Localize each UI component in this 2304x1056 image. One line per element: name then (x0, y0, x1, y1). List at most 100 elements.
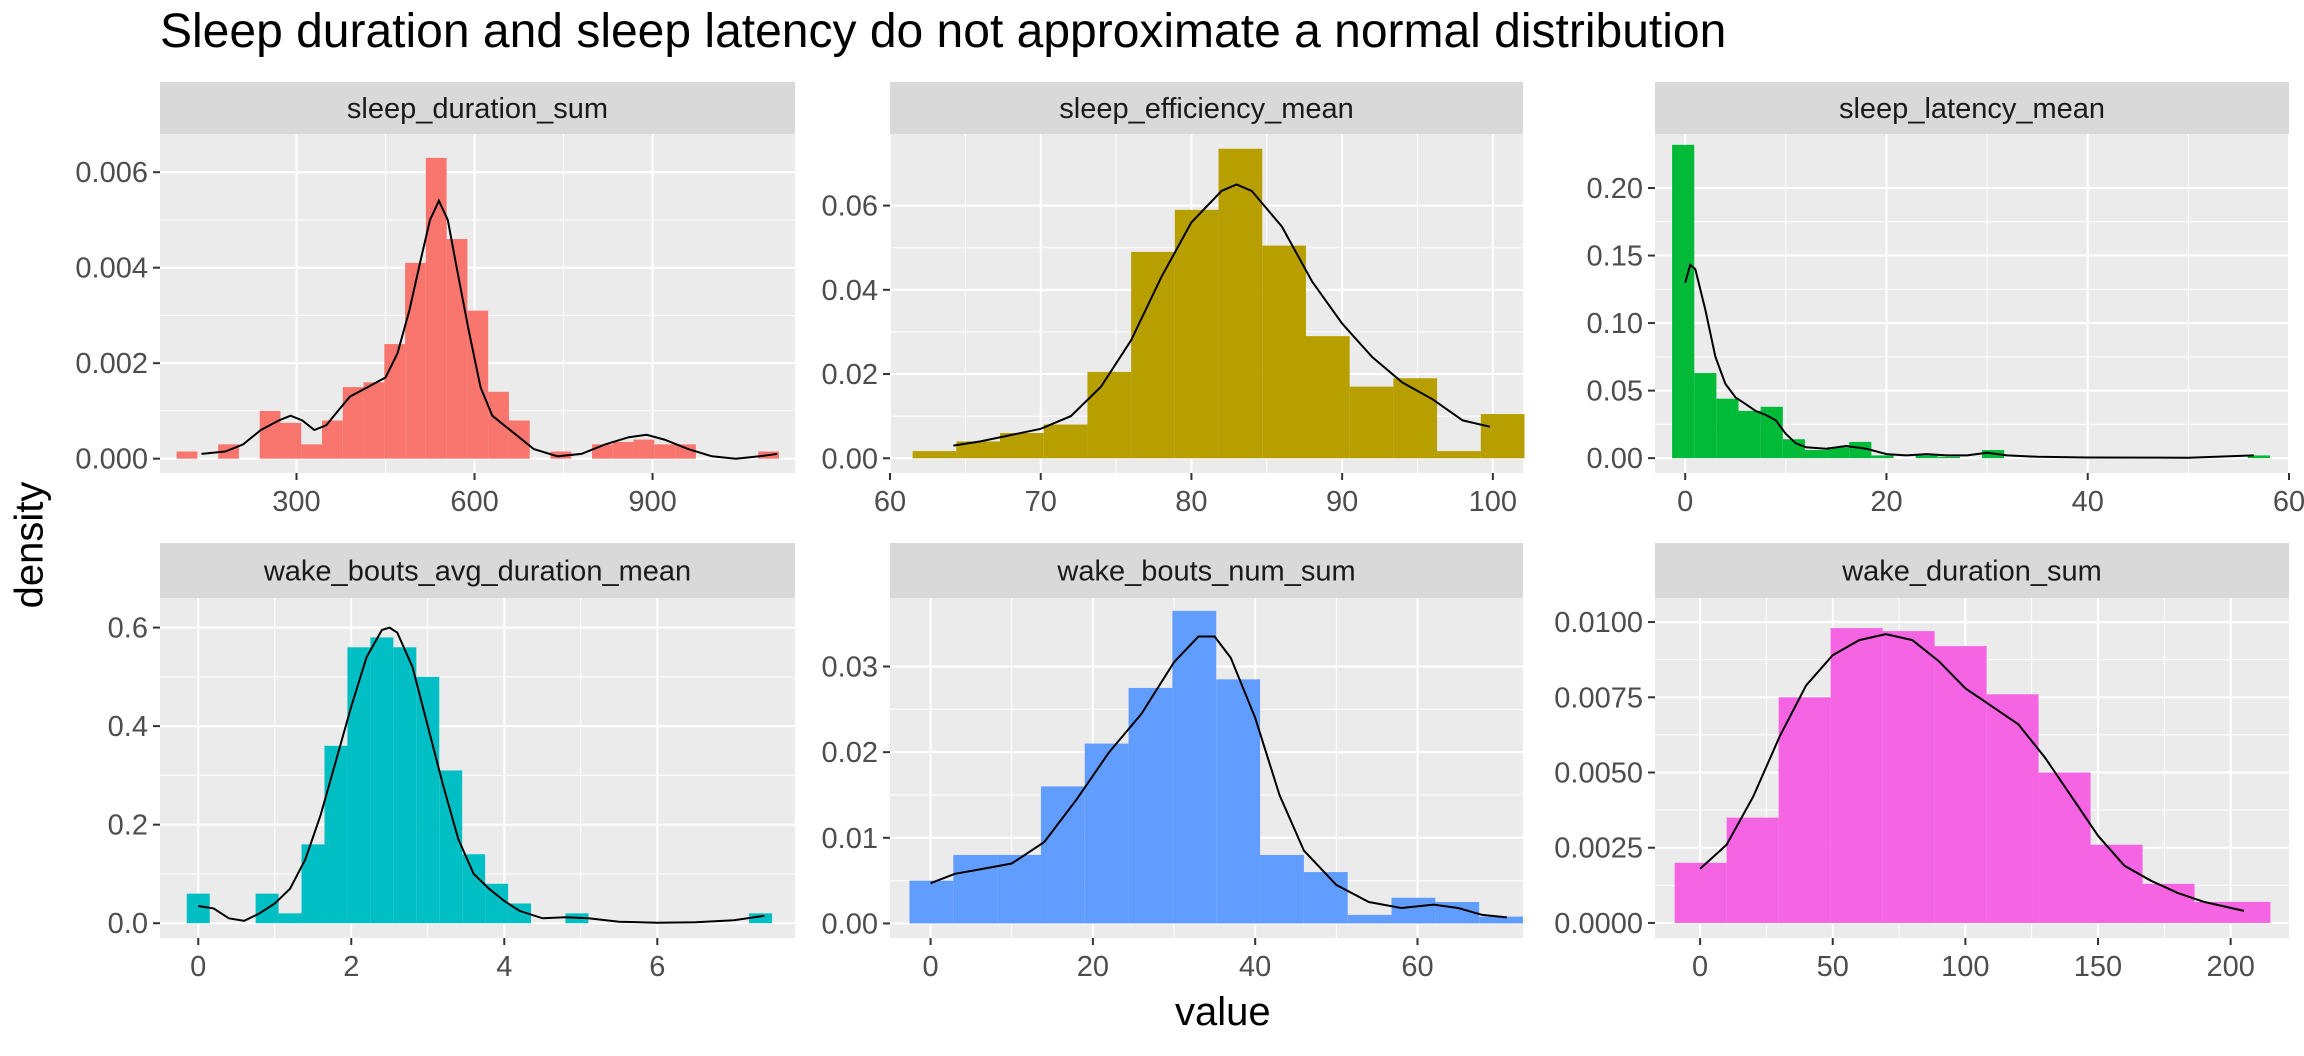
histogram-bar (1830, 628, 1883, 923)
x-tick-label: 20 (1077, 951, 1109, 983)
y-tick-label: 0.0000 (1554, 908, 1643, 940)
histogram-bar (909, 880, 954, 924)
histogram-bar (278, 913, 302, 924)
histogram-bar (384, 344, 406, 459)
histogram-bar (347, 647, 371, 924)
histogram-bar (1128, 687, 1173, 924)
density-line (1684, 263, 2254, 459)
histogram-bar (1391, 897, 1436, 924)
y-tick-label: 0.6 (108, 613, 148, 645)
histogram-bar (749, 913, 773, 924)
facet-strip (890, 543, 1523, 598)
histogram-bar (1937, 456, 1960, 459)
histogram-bar (1218, 148, 1263, 459)
facet-wake_bouts_num_sum: wake_bouts_num_sum 0 20 40 60 0.00 0.01 0.02 0.0… (822, 543, 1523, 983)
histogram-bar (508, 420, 530, 459)
histogram-bar (342, 387, 364, 459)
x-tick-label: 60 (2273, 486, 2304, 518)
y-tick-label: 0.2 (108, 810, 148, 842)
histogram-bar (1760, 406, 1783, 459)
y-tick-label: 0.0075 (1554, 682, 1643, 714)
density-line (930, 635, 1507, 919)
facet-strip (1655, 543, 2289, 598)
y-tick-label: 0.006 (75, 157, 148, 189)
x-tick-label: 100 (1941, 951, 1989, 983)
histogram-bar (1986, 694, 2039, 923)
histogram-bar (1087, 371, 1132, 459)
y-axis-label: density (7, 481, 52, 609)
x-tick-label: 900 (628, 486, 676, 518)
histogram-bar (956, 441, 1001, 459)
histogram-bar (1849, 441, 1872, 459)
x-tick-label: 90 (1326, 486, 1358, 518)
histogram-bar (1000, 432, 1044, 459)
histogram-bar (912, 451, 957, 459)
x-tick-label: 150 (2074, 951, 2122, 983)
histogram-bar (2142, 883, 2195, 923)
y-tick-label: 0.002 (75, 348, 148, 380)
histogram-bar (1915, 455, 1938, 459)
histogram-bar (2246, 901, 2271, 923)
y-tick-label: 0.05 (1587, 376, 1643, 408)
histogram-bar (1871, 455, 1894, 459)
x-tick-label: 70 (1025, 486, 1057, 518)
histogram-bar (633, 439, 655, 459)
histogram-bar (1672, 144, 1695, 459)
y-tick-label: 0.0100 (1554, 607, 1643, 639)
histogram-bar (1305, 336, 1350, 459)
x-tick-label: 2 (343, 951, 359, 983)
facet-wake_bouts_avg_duration_mean: wake_bouts_avg_duration_mean 0 2 4 6 0.0 0.2 0.… (108, 543, 795, 983)
histogram-bar (508, 903, 532, 924)
histogram-bar (612, 441, 634, 459)
y-tick-label: 0.02 (822, 359, 878, 391)
histogram-bar (1726, 817, 1779, 923)
density-line (1699, 633, 2245, 912)
y-tick-label: 0.4 (108, 711, 148, 743)
histogram-bar (953, 854, 998, 924)
facet-strip (160, 82, 795, 134)
x-tick-label: 40 (1239, 951, 1271, 983)
histogram-bar (405, 262, 426, 459)
histogram-bar (1262, 245, 1306, 459)
histogram-bar (416, 676, 440, 924)
histogram-bar (1303, 872, 1348, 924)
y-tick-label: 0.004 (75, 253, 148, 285)
y-tick-label: 0.01 (822, 823, 878, 855)
x-tick-label: 0 (190, 951, 206, 983)
y-tick-label: 0.02 (822, 737, 878, 769)
histogram-bar (1882, 631, 1935, 923)
facet-sleep_efficiency_mean: sleep_efficiency_mean 60 70 80 90 100 0.00 0.02… (822, 82, 1525, 518)
histogram-bar (1480, 414, 1525, 459)
histogram-bar (1349, 386, 1394, 459)
facet-sleep_latency_mean: sleep_latency_mean 0 20 40 60 0.00 0.05 0.10 0.1… (1587, 82, 2304, 518)
y-tick-label: 0.15 (1587, 241, 1643, 273)
x-tick-label: 600 (450, 486, 498, 518)
facet-strip-label: wake_bouts_avg_duration_mean (263, 556, 691, 588)
x-tick-label: 4 (496, 951, 512, 983)
histogram-bar (324, 745, 348, 924)
facet-strip-label: sleep_latency_mean (1839, 93, 2105, 125)
x-tick-label: 0 (1692, 951, 1708, 983)
y-tick-label: 0.10 (1587, 308, 1643, 340)
histogram-bar (425, 157, 447, 459)
histogram-bar (2194, 901, 2247, 923)
density-line (953, 183, 1491, 447)
facet-strip-label: wake_bouts_num_sum (1056, 556, 1355, 588)
y-tick-label: 0.0025 (1554, 833, 1643, 865)
y-tick-label: 0.03 (822, 652, 878, 684)
histogram-bar (488, 391, 509, 459)
histogram-bar (1172, 610, 1217, 924)
histogram-bar (1437, 451, 1481, 459)
facet-wake_duration_sum: wake_duration_sum 0 50 100 150 200 0.0000 0.002… (1554, 543, 2289, 983)
histogram-bar (370, 637, 394, 924)
histogram-bar (1260, 854, 1304, 924)
y-tick-label: 0.000 (75, 444, 148, 476)
histogram-bar (2038, 772, 2091, 923)
histogram-bar (2247, 455, 2270, 459)
facet-strip-label: sleep_duration_sum (347, 93, 608, 125)
facet-sleep_duration_sum: sleep_duration_sum 300 600 900 0.000 0.002 0.0… (75, 82, 795, 518)
x-tick-label: 40 (2072, 486, 2104, 518)
x-tick-label: 60 (874, 486, 906, 518)
histogram-bar (675, 444, 696, 459)
